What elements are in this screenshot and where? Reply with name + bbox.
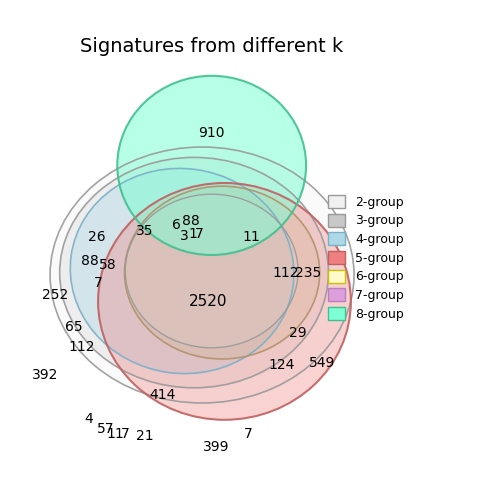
Ellipse shape (124, 186, 320, 359)
Text: 7: 7 (244, 427, 253, 441)
Text: 7: 7 (195, 227, 203, 241)
Text: 4: 4 (84, 412, 93, 426)
Text: 65: 65 (65, 320, 83, 334)
Text: 11: 11 (107, 427, 124, 441)
Text: 88: 88 (182, 214, 200, 228)
Text: 35: 35 (136, 224, 153, 238)
Text: 252: 252 (42, 288, 68, 302)
Text: 112: 112 (273, 266, 299, 280)
Text: 3: 3 (180, 229, 189, 243)
Text: 26: 26 (88, 230, 105, 244)
Ellipse shape (117, 76, 306, 255)
Text: 11: 11 (243, 230, 261, 244)
Text: 57: 57 (97, 422, 115, 436)
Text: 392: 392 (32, 368, 58, 382)
Text: 910: 910 (199, 127, 225, 141)
Ellipse shape (59, 157, 329, 388)
Ellipse shape (70, 168, 294, 373)
Text: 399: 399 (203, 440, 230, 454)
Text: 414: 414 (149, 388, 175, 402)
Text: 29: 29 (289, 327, 307, 340)
Text: 6: 6 (172, 218, 181, 232)
Ellipse shape (125, 194, 298, 348)
Title: Signatures from different k: Signatures from different k (80, 37, 343, 56)
Text: 2520: 2520 (189, 294, 228, 309)
Text: 88: 88 (81, 255, 99, 269)
Text: 7: 7 (121, 427, 130, 441)
Ellipse shape (50, 147, 354, 403)
Text: 549: 549 (309, 356, 335, 370)
Text: 7: 7 (94, 276, 102, 290)
Text: 58: 58 (99, 258, 116, 272)
Legend: 2-group, 3-group, 4-group, 5-group, 6-group, 7-group, 8-group: 2-group, 3-group, 4-group, 5-group, 6-gr… (323, 190, 409, 326)
Text: 124: 124 (269, 358, 295, 372)
Ellipse shape (98, 183, 351, 420)
Text: 235: 235 (294, 266, 321, 280)
Text: 21: 21 (136, 429, 153, 443)
Text: 1: 1 (188, 227, 197, 241)
Text: 112: 112 (69, 340, 95, 354)
